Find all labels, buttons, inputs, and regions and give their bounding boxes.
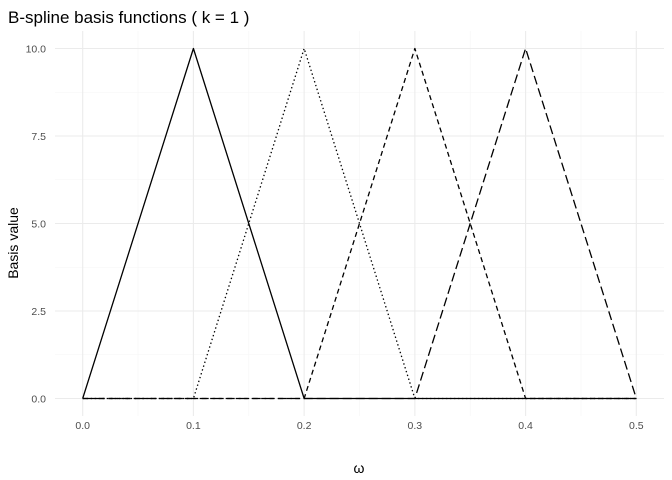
x-tick-label: 0.2 [297, 420, 312, 432]
chart-title: B-spline basis functions ( k = 1 ) [8, 8, 249, 27]
y-tick-label: 2.5 [31, 306, 46, 318]
x-tick-label: 0.1 [186, 420, 201, 432]
x-tick-label: 0.4 [518, 420, 533, 432]
x-axis-ticks: 0.0 0.1 0.2 0.3 0.4 0.5 [75, 420, 643, 432]
y-tick-label: 0.0 [31, 393, 46, 405]
y-axis-title: Basis value [5, 207, 21, 279]
series-layer [82, 47, 637, 400]
y-tick-label: 5.0 [31, 218, 46, 230]
x-tick-label: 0.0 [75, 420, 90, 432]
x-axis-title: ω [354, 460, 365, 476]
y-axis-ticks: 0.0 2.5 5.0 7.5 10.0 [26, 43, 47, 405]
y-tick-label: 7.5 [31, 131, 46, 143]
y-tick-label: 10.0 [26, 43, 47, 55]
x-tick-label: 0.5 [629, 420, 644, 432]
series-line-4-longdash [82, 47, 637, 400]
x-tick-label: 0.3 [408, 420, 423, 432]
